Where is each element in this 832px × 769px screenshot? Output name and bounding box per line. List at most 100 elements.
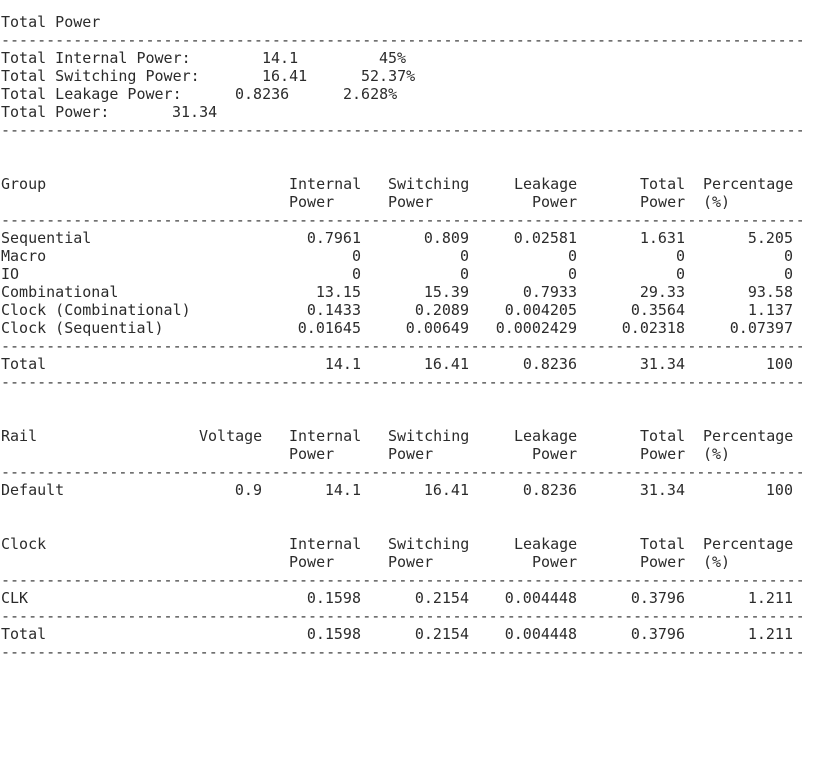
summary-total-label: Total Power: — [1, 103, 110, 121]
percentage-cell: 1.211 — [747, 625, 793, 643]
table-row: Sequential 0.7961 0.809 0.02581 1.631 5.… — [1, 229, 802, 247]
group-header-line-2: Power Power Power Power (%) — [1, 193, 802, 211]
group-name-cell: Clock (Sequential) — [1, 319, 164, 337]
summary-internal-pct: 45% — [379, 49, 407, 67]
internal-cell: 0.1598 — [306, 625, 361, 643]
rail-header-total-unit: Power — [640, 445, 686, 463]
switching-cell: 16.41 — [423, 355, 469, 373]
clock-header-percentage: Percentage — [703, 535, 794, 553]
leakage-cell: 0.004205 — [504, 301, 577, 319]
summary-switching-line: Total Switching Power: 16.41 52.37% — [1, 67, 802, 85]
leakage-cell: 0 — [567, 247, 577, 265]
leakage-cell: 0.8236 — [522, 355, 577, 373]
blank-line — [1, 391, 802, 409]
internal-cell: 0.7961 — [306, 229, 361, 247]
total-cell: 0 — [675, 247, 685, 265]
clock-header-internal-unit: Power — [289, 553, 335, 571]
summary-total-line: Total Power: 31.34 — [1, 103, 802, 121]
leakage-cell: 0.004448 — [504, 625, 577, 643]
total-cell: 1.631 — [639, 229, 685, 247]
leakage-cell: 0.7933 — [522, 283, 577, 301]
group-header-leakage-unit: Power — [532, 193, 578, 211]
group-total-row: Total 14.1 16.41 0.8236 31.34 100 — [1, 355, 802, 373]
internal-cell: 0.01645 — [297, 319, 361, 337]
switching-cell: 0.2154 — [414, 589, 469, 607]
summary-switching-value: 16.41 — [262, 67, 308, 85]
group-header-percentage-unit: (%) — [703, 193, 731, 211]
internal-cell: 13.15 — [315, 283, 361, 301]
group-name-cell: Macro — [1, 247, 47, 265]
summary-leakage-line: Total Leakage Power: 0.8236 2.628% — [1, 85, 802, 103]
rail-header-leakage: Leakage — [514, 427, 578, 445]
table-row: Combinational 13.15 15.39 0.7933 29.33 9… — [1, 283, 802, 301]
rail-header-name: Rail — [1, 427, 38, 445]
summary-leakage-label: Total Leakage Power: — [1, 85, 182, 103]
separator: ----------------------------------------… — [1, 337, 802, 355]
summary-leakage-pct: 2.628% — [343, 85, 398, 103]
group-header-percentage: Percentage — [703, 175, 794, 193]
group-header-leakage: Leakage — [514, 175, 578, 193]
group-header-total-unit: Power — [640, 193, 686, 211]
separator: ----------------------------------------… — [1, 121, 802, 139]
group-header-line-1: Group Internal Switching Leakage Total P… — [1, 175, 802, 193]
internal-cell: 0.1598 — [306, 589, 361, 607]
group-name-cell: Combinational — [1, 283, 119, 301]
separator: ----------------------------------------… — [1, 607, 802, 625]
clock-header-line-1: Clock Internal Switching Leakage Total P… — [1, 535, 802, 553]
separator: ----------------------------------------… — [1, 373, 802, 391]
rail-header-switching: Switching — [388, 427, 470, 445]
clock-header-name: Clock — [1, 535, 47, 553]
switching-cell: 0 — [459, 247, 469, 265]
separator: ----------------------------------------… — [1, 211, 802, 229]
total-cell: 0.3796 — [630, 625, 685, 643]
rail-name-cell: Default — [1, 481, 65, 499]
rail-header-voltage: Voltage — [199, 427, 263, 445]
group-header-name: Group — [1, 175, 47, 193]
summary-internal-value: 14.1 — [262, 49, 299, 67]
table-row: Macro 0 0 0 0 0 — [1, 247, 802, 265]
total-cell: 31.34 — [639, 481, 685, 499]
internal-cell: 14.1 — [324, 355, 361, 373]
clock-header-line-2: Power Power Power Power (%) — [1, 553, 802, 571]
separator: ----------------------------------------… — [1, 31, 802, 49]
internal-cell: 0.1433 — [306, 301, 361, 319]
group-total-label: Total — [1, 355, 47, 373]
rail-header-leakage-unit: Power — [532, 445, 578, 463]
summary-total-value: 31.34 — [172, 103, 218, 121]
clock-total-label: Total — [1, 625, 47, 643]
summary-switching-pct: 52.37% — [361, 67, 416, 85]
rail-header-internal: Internal — [289, 427, 362, 445]
rail-header-total: Total — [640, 427, 686, 445]
clock-header-switching-unit: Power — [388, 553, 434, 571]
table-row: Clock (Sequential) 0.01645 0.00649 0.000… — [1, 319, 802, 337]
summary-title: Total Power — [1, 13, 101, 31]
rail-header-line-1: Rail Voltage Internal Switching Leakage … — [1, 427, 802, 445]
rail-header-percentage: Percentage — [703, 427, 794, 445]
total-cell: 0.3564 — [630, 301, 685, 319]
clock-header-total-unit: Power — [640, 553, 686, 571]
power-report: Total Power ----------------------------… — [1, 13, 802, 661]
group-name-cell: IO — [1, 265, 20, 283]
group-header-switching: Switching — [388, 175, 470, 193]
blank-line — [1, 499, 802, 517]
switching-cell: 0 — [459, 265, 469, 283]
group-header-switching-unit: Power — [388, 193, 434, 211]
leakage-cell: 0.0002429 — [495, 319, 577, 337]
clock-header-total: Total — [640, 535, 686, 553]
blank-line — [1, 517, 802, 535]
leakage-cell: 0.8236 — [522, 481, 577, 499]
leakage-cell: 0.004448 — [504, 589, 577, 607]
total-cell: 29.33 — [639, 283, 685, 301]
leakage-cell: 0 — [567, 265, 577, 283]
percentage-cell: 0.07397 — [729, 319, 793, 337]
voltage-cell: 0.9 — [234, 481, 262, 499]
clock-total-row: Total 0.1598 0.2154 0.004448 0.3796 1.21… — [1, 625, 802, 643]
rail-header-internal-unit: Power — [289, 445, 335, 463]
total-cell: 0.02318 — [621, 319, 685, 337]
summary-title-line: Total Power — [1, 13, 802, 31]
percentage-cell: 0 — [783, 265, 793, 283]
switching-cell: 0.00649 — [405, 319, 469, 337]
table-row: IO 0 0 0 0 0 — [1, 265, 802, 283]
total-cell: 31.34 — [639, 355, 685, 373]
switching-cell: 15.39 — [423, 283, 469, 301]
